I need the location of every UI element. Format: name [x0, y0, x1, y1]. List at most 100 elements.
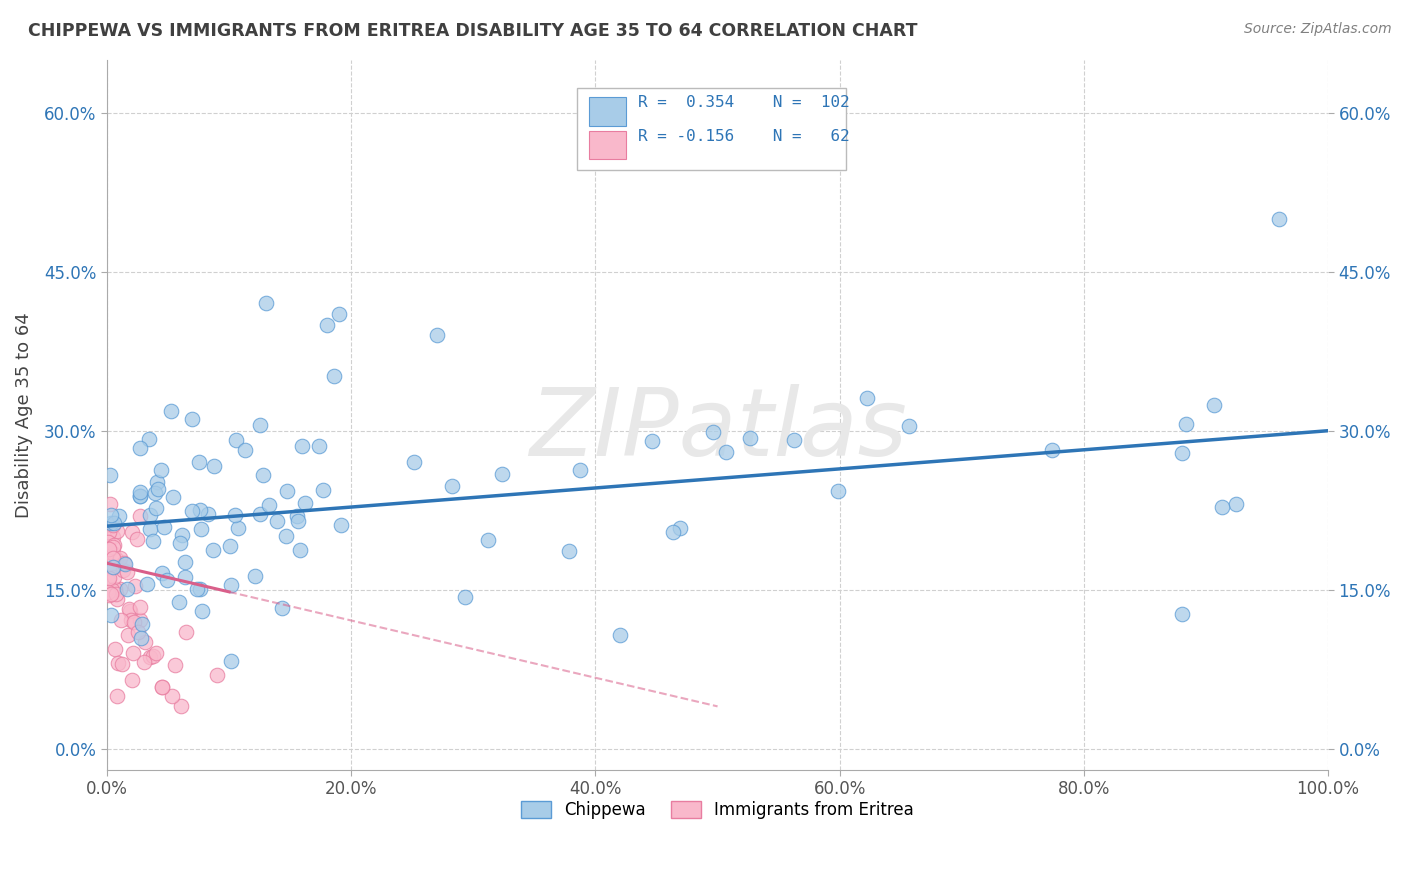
Point: [477, 533, 499, 548]
Point: [117, 565, 139, 579]
Point: [132, 655, 155, 669]
Point: [128, 489, 150, 503]
Point: [145, 501, 167, 516]
Point: [127, 625, 149, 640]
Point: [97, 585, 120, 599]
Point: [143, 486, 166, 500]
Point: [100, 608, 122, 623]
Point: [714, 445, 737, 459]
Point: [128, 599, 150, 614]
Point: [150, 681, 173, 695]
Point: [1225, 497, 1247, 511]
Point: [110, 613, 132, 627]
Point: [110, 551, 132, 566]
Point: [169, 535, 191, 549]
Point: [568, 463, 591, 477]
Point: [702, 425, 724, 440]
Point: [98, 497, 121, 511]
Point: [120, 613, 142, 627]
Point: [404, 455, 426, 469]
Point: [101, 550, 124, 565]
Point: [124, 615, 146, 630]
Point: [165, 657, 187, 672]
Point: [558, 543, 581, 558]
Bar: [576, 88, 846, 169]
Point: [150, 463, 173, 477]
Point: [641, 434, 664, 448]
Point: [103, 546, 125, 560]
Point: [129, 508, 152, 523]
Point: [153, 520, 176, 534]
Point: [1211, 500, 1233, 515]
Point: [202, 458, 225, 473]
Point: [1204, 398, 1226, 412]
Point: [167, 595, 190, 609]
Point: [138, 522, 160, 536]
Text: ZIPatlas: ZIPatlas: [529, 384, 907, 475]
Point: [440, 479, 463, 493]
Point: [491, 467, 513, 481]
Point: [328, 307, 350, 321]
Point: [156, 573, 179, 587]
Point: [129, 489, 152, 503]
Point: [103, 516, 125, 530]
Point: [1174, 417, 1197, 431]
Point: [266, 514, 288, 528]
Point: [294, 496, 316, 510]
Point: [170, 528, 193, 542]
Point: [131, 631, 153, 645]
Point: [118, 602, 141, 616]
Point: [105, 689, 128, 703]
Point: [276, 484, 298, 499]
Point: [124, 579, 146, 593]
Point: [1268, 211, 1291, 226]
Point: [128, 485, 150, 500]
Point: [101, 530, 124, 544]
Point: [101, 583, 124, 598]
Point: [287, 514, 309, 528]
Point: [103, 540, 125, 554]
Point: [290, 542, 312, 557]
Point: [121, 673, 143, 687]
Point: [104, 582, 127, 596]
Point: [180, 504, 202, 518]
Text: R =  0.354    N =  102: R = 0.354 N = 102: [638, 95, 851, 110]
Point: [97, 573, 120, 587]
Point: [97, 524, 120, 539]
Bar: [589, 130, 626, 159]
Point: [662, 525, 685, 540]
Point: [103, 569, 125, 583]
Point: [669, 105, 692, 120]
Point: [783, 433, 806, 447]
Point: [1040, 442, 1063, 457]
Point: [609, 628, 631, 642]
Point: [330, 517, 353, 532]
Point: [135, 576, 157, 591]
Point: [219, 654, 242, 668]
Point: [291, 439, 314, 453]
Point: [174, 555, 197, 569]
Point: [105, 551, 128, 566]
Point: [243, 569, 266, 583]
Point: [669, 521, 692, 535]
Point: [114, 556, 136, 570]
Point: [252, 467, 274, 482]
Point: [127, 533, 149, 547]
Point: [103, 559, 125, 574]
Point: [898, 418, 921, 433]
Bar: [589, 97, 626, 126]
Point: [105, 592, 128, 607]
Point: [131, 616, 153, 631]
Point: [323, 368, 346, 383]
Point: [205, 667, 228, 681]
Point: [138, 432, 160, 446]
Point: [225, 434, 247, 448]
Point: [146, 475, 169, 490]
Point: [97, 545, 120, 559]
Point: [145, 646, 167, 660]
Point: [104, 642, 127, 657]
Point: [218, 539, 240, 553]
Point: [738, 431, 761, 445]
Point: [103, 538, 125, 552]
Point: [190, 605, 212, 619]
